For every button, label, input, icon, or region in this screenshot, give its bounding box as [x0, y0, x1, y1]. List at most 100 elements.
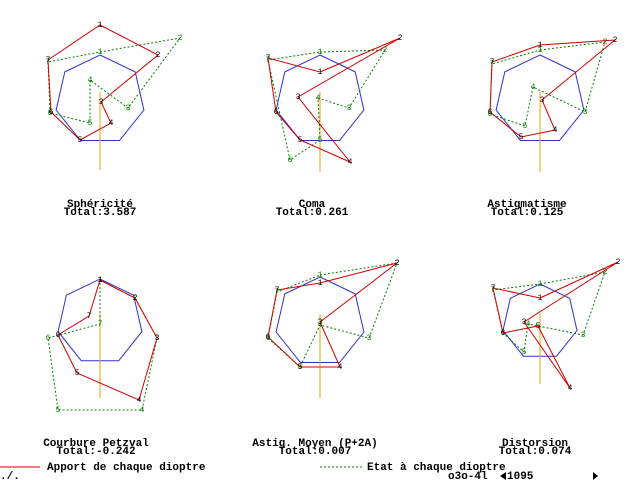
state-polyline — [489, 41, 606, 127]
state-label: 4 — [531, 83, 536, 92]
contribution-label: 7 — [490, 58, 495, 67]
state-label: 4 — [140, 406, 145, 415]
panel-title: Sphéricité — [67, 199, 133, 211]
state-label: 1 — [538, 46, 543, 55]
state-label: 4 — [88, 76, 93, 85]
contribution-label: 1 — [318, 279, 323, 288]
panel-total: Total:-0.242 — [56, 446, 135, 458]
contribution-label: 5 — [298, 363, 303, 372]
contribution-label: 1 — [98, 21, 103, 30]
contribution-label: 5 — [298, 136, 303, 145]
contribution-label: 4 — [568, 384, 573, 393]
state-polyline — [492, 271, 606, 354]
contribution-polyline — [489, 39, 617, 138]
state-label: 3 — [126, 104, 131, 113]
panel-title: Astig. Moyen (P+2A) — [252, 438, 377, 450]
contribution-polyline — [492, 261, 619, 389]
contribution-label: 6 — [266, 333, 271, 342]
footer-left: ./. — [0, 471, 20, 480]
state-label: 4 — [316, 94, 321, 103]
state-label: 1 — [538, 280, 543, 289]
contribution-label: 2 — [395, 259, 400, 268]
state-label: 5 — [88, 119, 93, 128]
contribution-label: 5 — [75, 369, 80, 378]
state-label: 1 — [98, 276, 103, 285]
legend-green: Etat à chaque dioptre — [367, 462, 506, 474]
contribution-label: 6 — [56, 331, 61, 340]
state-polyline — [47, 37, 182, 124]
state-polyline — [267, 49, 386, 161]
state-label: 1 — [98, 48, 103, 57]
contribution-label: 7 — [266, 54, 271, 63]
contribution-label: 4 — [348, 158, 353, 167]
state-label: 1 — [318, 271, 323, 280]
state-polyline — [267, 262, 398, 368]
contribution-polyline — [57, 279, 158, 401]
state-label: 1 — [318, 48, 323, 57]
state-label: 7 — [266, 56, 271, 65]
panel-title: Coma — [299, 199, 326, 211]
contribution-label: 6 — [274, 108, 279, 117]
contribution-polyline — [47, 24, 159, 141]
panel-total: Total:0.074 — [499, 446, 572, 458]
contribution-label: 2 — [613, 36, 618, 45]
contribution-polyline — [267, 262, 398, 368]
state-label: 7 — [491, 286, 496, 295]
panel-title: Astigmatisme — [487, 199, 567, 211]
state-label: 3 — [367, 334, 372, 343]
prev-arrow[interactable] — [500, 472, 506, 480]
state-label: 6 — [46, 334, 51, 343]
state-label: 7 — [46, 58, 51, 67]
panel-title: Distorsion — [502, 438, 568, 450]
state-label: 3 — [583, 108, 588, 117]
state-label: 7 — [98, 320, 103, 329]
contribution-label: 7 — [491, 284, 496, 293]
state-label: 3 — [155, 334, 160, 343]
contribution-label: 3 — [296, 93, 301, 102]
contribution-label: 4 — [553, 126, 558, 135]
contribution-label: 5 — [519, 133, 524, 142]
state-label: 2 — [603, 268, 608, 277]
next-arrow[interactable] — [593, 472, 598, 480]
contribution-label: 1 — [98, 276, 103, 285]
state-label: 6 — [288, 156, 293, 165]
contribution-label: 4 — [338, 363, 343, 372]
panel-total: Total:0.007 — [279, 446, 352, 458]
state-label: 3 — [347, 104, 352, 113]
state-label: 2 — [178, 34, 183, 43]
footer-count: 1095 — [507, 471, 534, 480]
state-label: 2 — [133, 294, 138, 303]
panel-total: Total:0.125 — [491, 207, 564, 219]
contribution-label: 7 — [87, 312, 92, 321]
contribution-label: 2 — [398, 34, 403, 43]
contribution-label: 4 — [137, 396, 142, 405]
state-label: 6 — [488, 110, 493, 119]
state-label: 6 — [266, 334, 271, 343]
state-label: 6 — [48, 109, 53, 118]
contribution-label: 6 — [488, 108, 493, 117]
state-label: 5 — [298, 363, 303, 372]
contribution-label: 2 — [616, 258, 621, 267]
state-label: 2 — [603, 38, 608, 47]
contribution-label: 6 — [49, 108, 54, 117]
contribution-label: 3 — [155, 334, 160, 343]
contribution-label: 3 — [318, 318, 323, 327]
contribution-polyline — [267, 37, 401, 163]
state-label: 6 — [501, 329, 506, 338]
state-label: 4 — [318, 321, 323, 330]
state-label: 5 — [318, 136, 323, 145]
contribution-label: 2 — [133, 294, 138, 303]
state-label: 5 — [522, 348, 527, 357]
state-label: 5 — [56, 406, 61, 415]
footer-file: o3o-4l — [448, 471, 488, 480]
state-label: 4 — [526, 320, 531, 329]
state-label: 2 — [383, 46, 388, 55]
panel-total: Total:3.587 — [64, 207, 137, 219]
panel-title: Courbure Petzval — [43, 438, 149, 450]
contribution-label: 1 — [318, 68, 323, 77]
contribution-label: 7 — [46, 56, 51, 65]
state-label: 2 — [395, 259, 400, 268]
contribution-label: 5 — [78, 136, 83, 145]
contribution-label: 3 — [99, 98, 104, 107]
contribution-label: 2 — [156, 51, 161, 60]
